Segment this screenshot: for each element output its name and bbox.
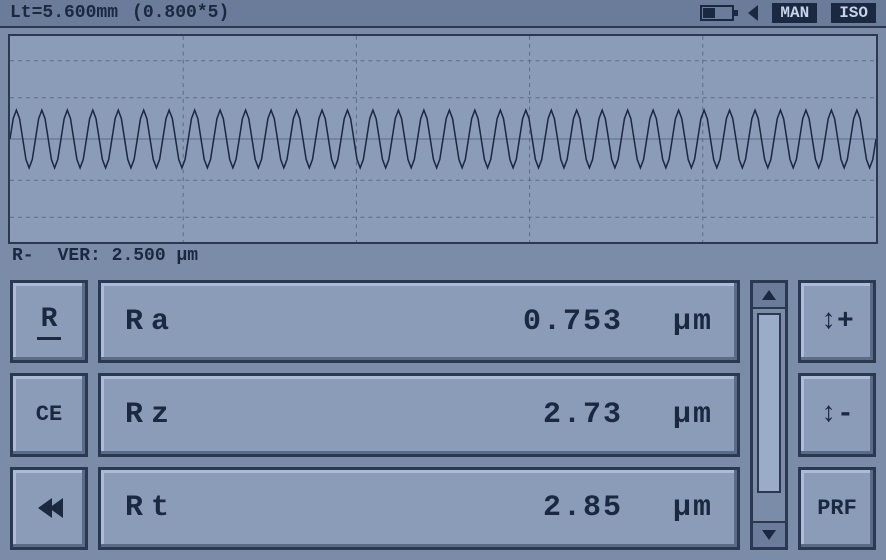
main-panel: R Ra 0.753 µm ↕+ CE Rz 2.73 µm ↕- Rt 2.8… [0, 272, 886, 560]
ce-button[interactable]: CE [10, 373, 88, 456]
rewind-icon [38, 498, 60, 518]
r-mode-label: R [37, 304, 62, 340]
back-arrow-icon [748, 5, 758, 21]
ra-unit: µm [623, 305, 713, 339]
measurement-row-rt[interactable]: Rt 2.85 µm [98, 467, 740, 550]
cutoff-value: (0.800*5) [132, 3, 229, 23]
rewind-button[interactable] [10, 467, 88, 550]
rz-label: Rz [125, 398, 245, 432]
ra-label: Ra [125, 305, 245, 339]
rt-value: 2.85 [245, 491, 623, 525]
lt-value: Lt=5.600mm [10, 3, 118, 23]
zoom-in-label: ↕+ [820, 306, 854, 337]
zoom-out-button[interactable]: ↕- [798, 373, 876, 456]
ver-label: VER: [58, 246, 101, 266]
rz-unit: µm [623, 398, 713, 432]
rt-label: Rt [125, 491, 245, 525]
battery-icon [700, 5, 734, 21]
zoom-out-label: ↕- [820, 399, 854, 430]
rt-unit: µm [623, 491, 713, 525]
chevron-up-icon [762, 290, 776, 300]
r-mode-button[interactable]: R [10, 280, 88, 363]
prf-label: PRF [817, 496, 857, 521]
measurement-row-rz[interactable]: Rz 2.73 µm [98, 373, 740, 456]
scroll-down-button[interactable] [753, 521, 785, 547]
chevron-down-icon [762, 530, 776, 540]
r-minus-label: R- [12, 246, 34, 266]
rz-value: 2.73 [245, 398, 623, 432]
profile-waveform-svg [10, 36, 876, 242]
scroll-up-button[interactable] [753, 283, 785, 309]
top-status-bar: Lt=5.600mm (0.800*5) MAN ISO [0, 0, 886, 28]
measurement-scrollbar[interactable] [750, 280, 788, 550]
scroll-thumb[interactable] [757, 313, 781, 493]
ra-value: 0.753 [245, 305, 623, 339]
graph-footer: R- VER: 2.500 µm [12, 246, 874, 266]
prf-button[interactable]: PRF [798, 467, 876, 550]
man-badge: MAN [772, 3, 817, 23]
measurement-row-ra[interactable]: Ra 0.753 µm [98, 280, 740, 363]
ce-label: CE [36, 402, 62, 427]
ver-value: 2.500 µm [112, 246, 198, 266]
iso-badge: ISO [831, 3, 876, 23]
zoom-in-button[interactable]: ↕+ [798, 280, 876, 363]
profile-graph [8, 34, 878, 244]
